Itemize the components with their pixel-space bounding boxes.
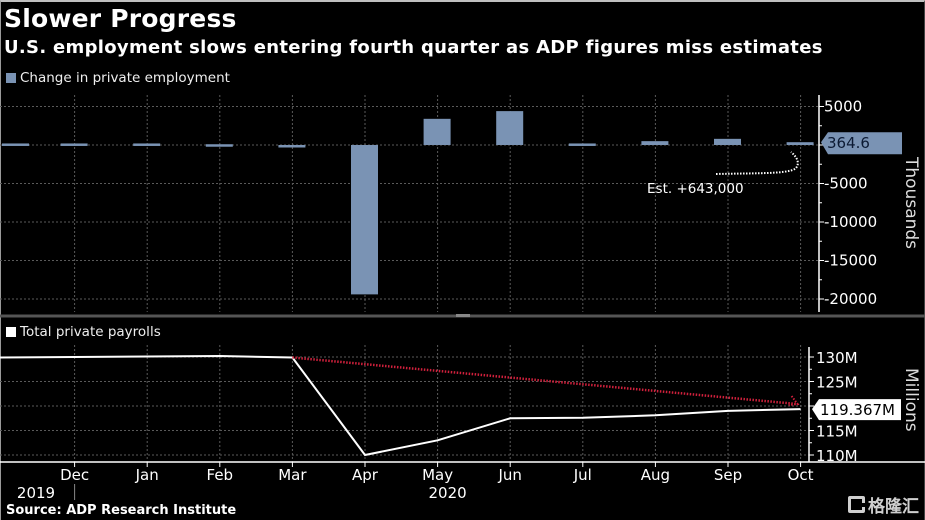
bar-oct (786, 142, 814, 145)
year-label: 2020 (429, 484, 467, 502)
y-axis-title-millions: Millions (901, 368, 921, 432)
legend-label: Change in private employment (20, 70, 230, 86)
bar-may (423, 118, 451, 145)
payrolls-line (0, 355, 801, 457)
x-tick-label: Sep (714, 466, 742, 484)
bar-nov (2, 143, 29, 146)
watermark: 格隆汇 (848, 492, 919, 517)
last-value-badge (821, 132, 902, 155)
legend-swatch-bar (6, 73, 16, 83)
legend-employment-change: Change in private employment (6, 70, 230, 86)
x-tick-label: Oct (788, 466, 814, 484)
bar-apr (351, 145, 378, 295)
y-tick-label: 115M (816, 423, 858, 441)
watermark-logo-icon (848, 496, 865, 513)
x-tick-label: Aug (641, 466, 670, 484)
x-tick-label: Mar (278, 466, 307, 484)
legend-label: Total private payrolls (20, 324, 161, 340)
y-tick-label: 130M (816, 349, 858, 367)
y-tick-label: -5000 (824, 175, 868, 193)
chart-subtitle: U.S. employment slows entering fourth qu… (4, 37, 823, 58)
source-note: Source: ADP Research Institute (6, 503, 237, 518)
y-tick-label: 110M (816, 447, 858, 465)
y-axis-title-thousands: Thousands (901, 157, 921, 250)
y-tick-label: 5000 (824, 98, 862, 116)
bottom-panel-lines (0, 355, 801, 457)
top-panel-bars (2, 111, 814, 295)
x-tick-label: Jan (135, 466, 159, 484)
panel-resize-handle[interactable] (456, 314, 470, 317)
bar-sep (714, 138, 741, 145)
chart-title: Slower Progress (4, 4, 237, 33)
x-tick-label: May (422, 466, 453, 484)
x-tick-label: Feb (207, 466, 234, 484)
bottom-panel-grid (0, 345, 925, 463)
bar-jan (133, 143, 161, 146)
y-tick-label: -15000 (824, 252, 877, 270)
bar-aug (641, 141, 669, 145)
top-panel-grid (0, 95, 819, 312)
bar-jun (496, 111, 524, 145)
bar-jul (568, 143, 596, 146)
x-axis: Dec Jan Feb Mar Apr May Jun Jul Aug Sep Oct 2019 202… (17, 462, 814, 502)
x-tick-label: Jul (573, 466, 592, 484)
annotation-label: Est. +643,000 (647, 181, 744, 197)
x-tick-label: Dec (60, 466, 89, 484)
x-tick-label: Apr (352, 466, 379, 484)
y-tick-label: -20000 (824, 290, 877, 308)
legend-total-payrolls: Total private payrolls (6, 324, 161, 340)
x-tick-label: Jun (497, 466, 521, 484)
bottom-panel-y-axis: 130M 125M 115M 110M 119.367M (808, 347, 901, 465)
last-value-label: 364.6 (827, 134, 870, 152)
last-value-label: 119.367M (820, 401, 895, 419)
legend-swatch-line (6, 327, 16, 337)
year-label: 2019 (17, 484, 55, 502)
watermark-text: 格隆汇 (868, 497, 919, 517)
top-panel-y-axis: 5000 -5000 -10000 -15000 -20000 364.6 (818, 95, 902, 312)
top-panel-annotation: Est. +643,000 (647, 151, 799, 197)
bar-dec (60, 143, 88, 146)
trend-arrowhead (788, 395, 800, 407)
y-tick-label: 125M (816, 374, 858, 392)
y-tick-label: -10000 (824, 213, 877, 231)
bar-feb (205, 144, 233, 147)
last-value-badge (812, 399, 901, 421)
bar-mar (278, 145, 306, 148)
trend-line (292, 356, 798, 406)
